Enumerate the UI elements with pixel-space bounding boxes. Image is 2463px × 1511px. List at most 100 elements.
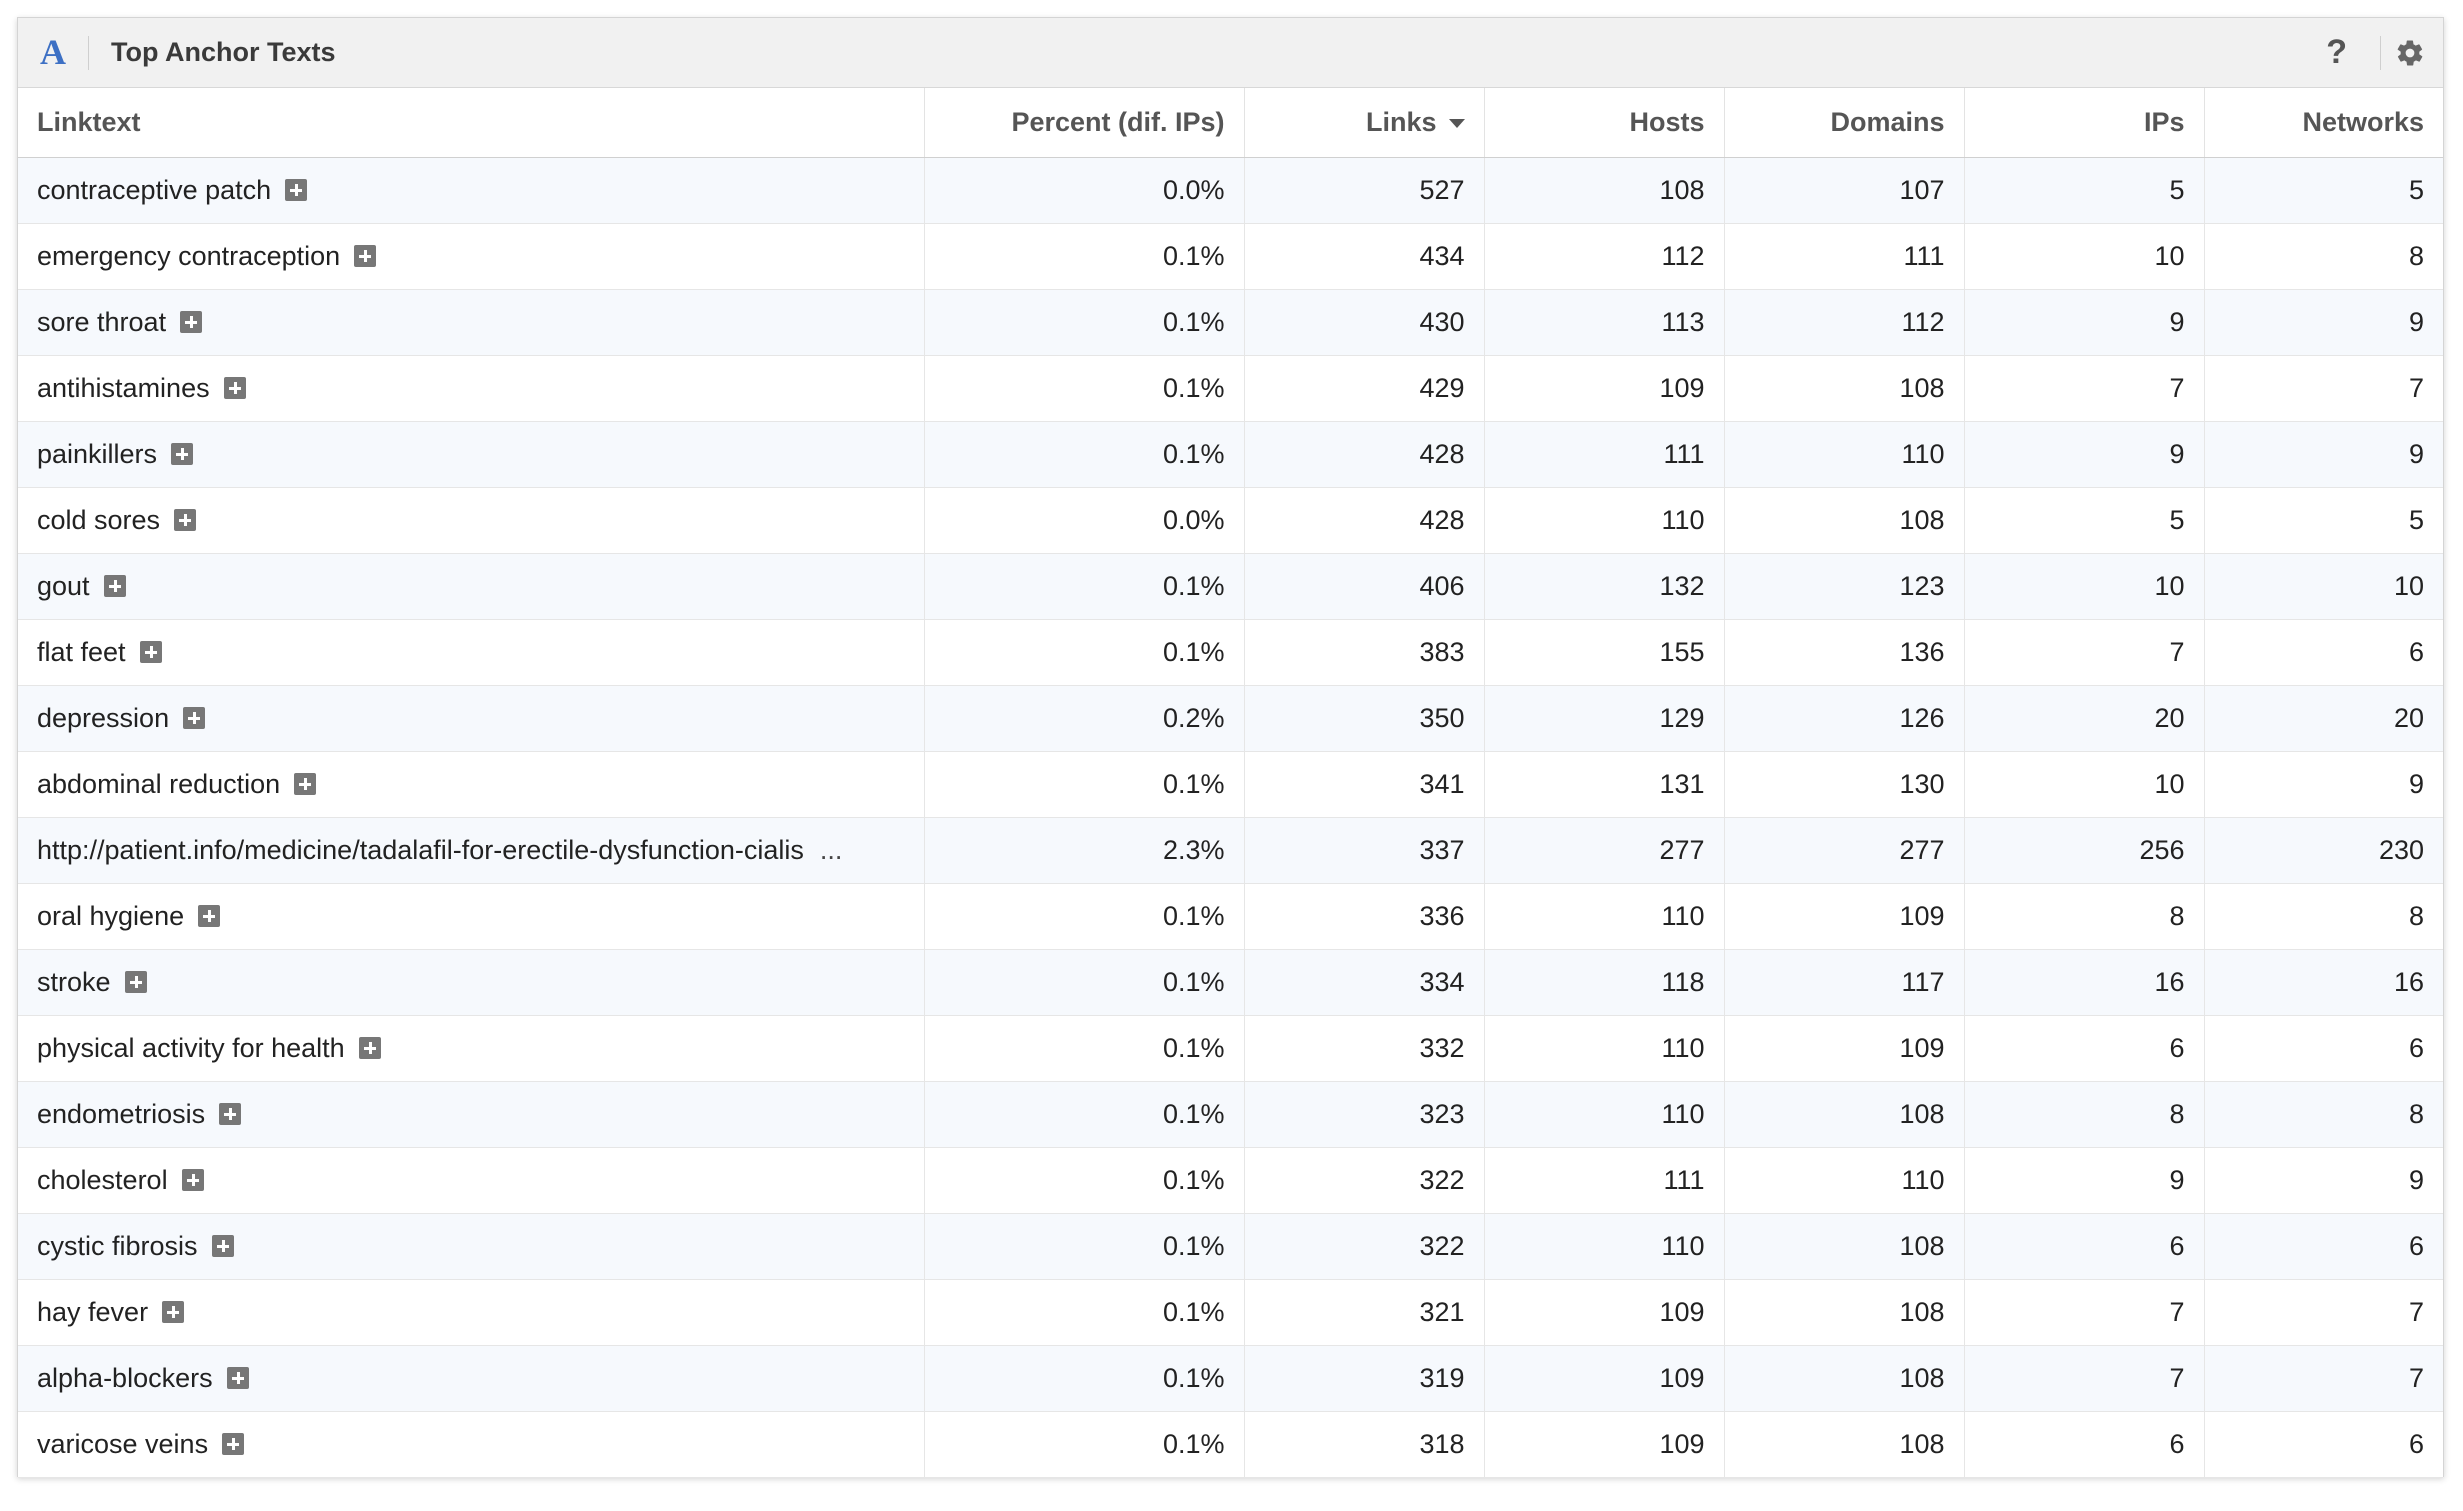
- plus-box-icon[interactable]: [171, 442, 194, 465]
- plus-box-icon[interactable]: [181, 1168, 204, 1191]
- cell-links: 341: [1243, 751, 1484, 818]
- cell-domains: 111: [1723, 223, 1964, 290]
- cell-hosts: 131: [1483, 751, 1724, 818]
- table-row: varicose veins 0.1% 318 109 108 6 6: [18, 1411, 2443, 1478]
- plus-box-icon[interactable]: [174, 508, 197, 531]
- plus-box-icon[interactable]: [285, 178, 308, 201]
- cell-ips: 9: [1963, 421, 2204, 488]
- cell-percent: 0.1%: [923, 1213, 1244, 1280]
- cell-hosts: 109: [1483, 1279, 1724, 1346]
- column-header-links[interactable]: Links: [1243, 88, 1484, 158]
- cell-networks: 16: [2203, 949, 2443, 1016]
- cell-ips: 16: [1963, 949, 2204, 1016]
- plus-box-icon[interactable]: [180, 310, 203, 333]
- anchor-text: depression: [37, 702, 170, 733]
- cell-domains: 107: [1723, 157, 1964, 224]
- column-header-networks[interactable]: Networks: [2203, 88, 2443, 158]
- cell-hosts: 110: [1483, 487, 1724, 554]
- truncation-ellipsis: ...: [819, 834, 843, 865]
- cell-ips: 10: [1963, 223, 2204, 290]
- question-mark-icon[interactable]: ?: [2326, 33, 2347, 71]
- cell-domains: 126: [1723, 685, 1964, 752]
- cell-linktext: flat feet: [18, 619, 924, 686]
- cell-networks: 5: [2203, 157, 2443, 224]
- plus-box-icon[interactable]: [222, 1432, 245, 1455]
- cell-linktext: gout: [18, 553, 924, 620]
- anchor-text: stroke: [37, 966, 111, 997]
- plus-box-icon[interactable]: [103, 574, 126, 597]
- plus-box-icon[interactable]: [211, 1234, 234, 1257]
- cell-ips: 5: [1963, 487, 2204, 554]
- table-row: cold sores 0.0% 428 110 108 5 5: [18, 487, 2443, 554]
- cell-links: 321: [1243, 1279, 1484, 1346]
- column-header-percent[interactable]: Percent (dif. IPs): [923, 88, 1244, 158]
- cell-networks: 8: [2203, 883, 2443, 950]
- cell-ips: 6: [1963, 1015, 2204, 1082]
- cell-networks: 6: [2203, 1213, 2443, 1280]
- anchor-text: cold sores: [37, 504, 161, 535]
- cell-networks: 20: [2203, 685, 2443, 752]
- plus-box-icon[interactable]: [294, 772, 317, 795]
- cell-hosts: 132: [1483, 553, 1724, 620]
- cell-percent: 0.0%: [923, 157, 1244, 224]
- table-row: emergency contraception 0.1% 434 112 111 10 8: [18, 223, 2443, 290]
- cell-linktext: endometriosis: [18, 1081, 924, 1148]
- cell-linktext: physical activity for health: [18, 1015, 924, 1082]
- plus-box-icon[interactable]: [198, 904, 221, 927]
- cell-linktext: depression: [18, 685, 924, 752]
- cell-linktext: painkillers: [18, 421, 924, 488]
- anchor-text: emergency contraception: [37, 240, 341, 271]
- cell-links: 406: [1243, 553, 1484, 620]
- anchor-text: abdominal reduction: [37, 768, 281, 799]
- cell-networks: 7: [2203, 1279, 2443, 1346]
- cell-links: 322: [1243, 1147, 1484, 1214]
- cell-hosts: 109: [1483, 1411, 1724, 1478]
- cell-links: 336: [1243, 883, 1484, 950]
- cell-domains: 108: [1723, 355, 1964, 422]
- column-header-domains[interactable]: Domains: [1723, 88, 1964, 158]
- cell-percent: 0.0%: [923, 487, 1244, 554]
- cell-networks: 9: [2203, 751, 2443, 818]
- gear-icon[interactable]: [2395, 38, 2425, 68]
- anchor-text: gout: [37, 570, 90, 601]
- column-header-linktext[interactable]: Linktext: [18, 88, 924, 158]
- plus-box-icon[interactable]: [162, 1300, 185, 1323]
- plus-box-icon[interactable]: [183, 706, 206, 729]
- column-header-ips[interactable]: IPs: [1963, 88, 2204, 158]
- cell-percent: 2.3%: [923, 817, 1244, 884]
- cell-networks: 6: [2203, 619, 2443, 686]
- cell-ips: 10: [1963, 553, 2204, 620]
- column-header-hosts[interactable]: Hosts: [1483, 88, 1724, 158]
- table-row: painkillers 0.1% 428 111 110 9 9: [18, 421, 2443, 488]
- anchor-text: varicose veins: [37, 1428, 209, 1459]
- cell-domains: 108: [1723, 1279, 1964, 1346]
- table-row: endometriosis 0.1% 323 110 108 8 8: [18, 1081, 2443, 1148]
- plus-box-icon[interactable]: [358, 1036, 381, 1059]
- cell-domains: 108: [1723, 487, 1964, 554]
- plus-box-icon[interactable]: [124, 970, 147, 993]
- plus-box-icon[interactable]: [139, 640, 162, 663]
- cell-linktext: stroke: [18, 949, 924, 1016]
- cell-hosts: 111: [1483, 421, 1724, 488]
- title-divider: [88, 35, 89, 70]
- majestic-a-logo: A: [40, 32, 66, 72]
- plus-box-icon[interactable]: [219, 1102, 242, 1125]
- cell-networks: 10: [2203, 553, 2443, 620]
- cell-percent: 0.1%: [923, 949, 1244, 1016]
- plus-box-icon[interactable]: [223, 376, 246, 399]
- table-row: http://patient.info/medicine/tadalafil-f…: [18, 817, 2443, 884]
- cell-networks: 8: [2203, 1081, 2443, 1148]
- cell-networks: 7: [2203, 355, 2443, 422]
- plus-box-icon[interactable]: [226, 1366, 249, 1389]
- plus-box-icon[interactable]: [354, 244, 377, 267]
- cell-ips: 7: [1963, 355, 2204, 422]
- sort-desc-icon: [1448, 118, 1465, 128]
- cell-links: 434: [1243, 223, 1484, 290]
- cell-networks: 8: [2203, 223, 2443, 290]
- cell-linktext: cold sores: [18, 487, 924, 554]
- cell-domains: 110: [1723, 421, 1964, 488]
- cell-ips: 256: [1963, 817, 2204, 884]
- cell-domains: 109: [1723, 883, 1964, 950]
- cell-linktext: sore throat: [18, 289, 924, 356]
- cell-ips: 8: [1963, 883, 2204, 950]
